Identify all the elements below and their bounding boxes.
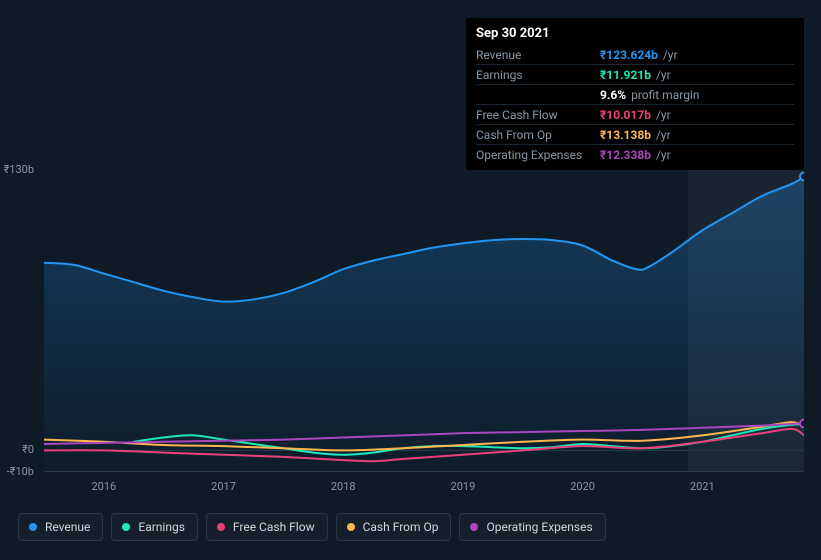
legend-dot-icon xyxy=(217,523,225,531)
tooltip-row-label: Free Cash Flow xyxy=(476,105,596,125)
tooltip-row-value: ₹12.338b /yr xyxy=(596,145,794,165)
legend-label: Cash From Op xyxy=(363,520,439,534)
tooltip-row-value: ₹11.921b /yr xyxy=(596,65,794,85)
legend-item[interactable]: Free Cash Flow xyxy=(206,513,328,541)
tooltip-row-value: ₹13.138b /yr xyxy=(596,125,794,145)
tooltip-row: 9.6% profit margin xyxy=(476,85,794,105)
legend-label: Free Cash Flow xyxy=(233,520,315,534)
tooltip-row: Cash From Op₹13.138b /yr xyxy=(476,125,794,145)
tooltip-date: Sep 30 2021 xyxy=(476,26,794,41)
x-tick-label: 2020 xyxy=(570,480,595,493)
legend: Revenue Earnings Free Cash Flow Cash From O… xyxy=(18,513,606,541)
tooltip-row-label: Cash From Op xyxy=(476,125,596,145)
legend-label: Revenue xyxy=(45,520,90,534)
tooltip-row-value: 9.6% profit margin xyxy=(596,85,794,105)
legend-label: Earnings xyxy=(138,520,185,534)
tooltip-table: Revenue₹123.624b /yrEarnings₹11.921b /yr… xyxy=(476,45,794,164)
tooltip-row-label: Revenue xyxy=(476,45,596,65)
tooltip-row: Revenue₹123.624b /yr xyxy=(476,45,794,65)
x-tick-label: 2018 xyxy=(331,480,356,493)
tooltip-row-label xyxy=(476,85,596,105)
tooltip-row-value: ₹123.624b /yr xyxy=(596,45,794,65)
y-tick-label: ₹130b xyxy=(0,163,34,176)
series-end-marker xyxy=(800,419,804,427)
tooltip-panel: Sep 30 2021 Revenue₹123.624b /yrEarnings… xyxy=(466,18,804,170)
y-tick-label: -₹10b xyxy=(0,465,34,478)
x-tick-label: 2021 xyxy=(690,480,715,493)
series-end-marker xyxy=(800,172,804,180)
x-axis: 2016 2017 2018 2019 2020 2021 xyxy=(44,480,804,496)
x-tick-label: 2019 xyxy=(451,480,476,493)
y-tick-label: ₹0 xyxy=(0,443,34,456)
legend-item[interactable]: Operating Expenses xyxy=(459,513,605,541)
financials-chart[interactable] xyxy=(44,170,804,472)
tooltip-row: Free Cash Flow₹10.017b /yr xyxy=(476,105,794,125)
legend-item[interactable]: Earnings xyxy=(111,513,198,541)
legend-item[interactable]: Cash From Op xyxy=(336,513,452,541)
x-tick-label: 2016 xyxy=(91,480,116,493)
tooltip-row-value: ₹10.017b /yr xyxy=(596,105,794,125)
tooltip-row: Operating Expenses₹12.338b /yr xyxy=(476,145,794,165)
legend-dot-icon xyxy=(122,523,130,531)
tooltip-row-label: Operating Expenses xyxy=(476,145,596,165)
x-tick-label: 2017 xyxy=(211,480,236,493)
legend-dot-icon xyxy=(470,523,478,531)
legend-label: Operating Expenses xyxy=(486,520,592,534)
legend-item[interactable]: Revenue xyxy=(18,513,103,541)
tooltip-row: Earnings₹11.921b /yr xyxy=(476,65,794,85)
legend-dot-icon xyxy=(347,523,355,531)
legend-dot-icon xyxy=(29,523,37,531)
tooltip-row-label: Earnings xyxy=(476,65,596,85)
